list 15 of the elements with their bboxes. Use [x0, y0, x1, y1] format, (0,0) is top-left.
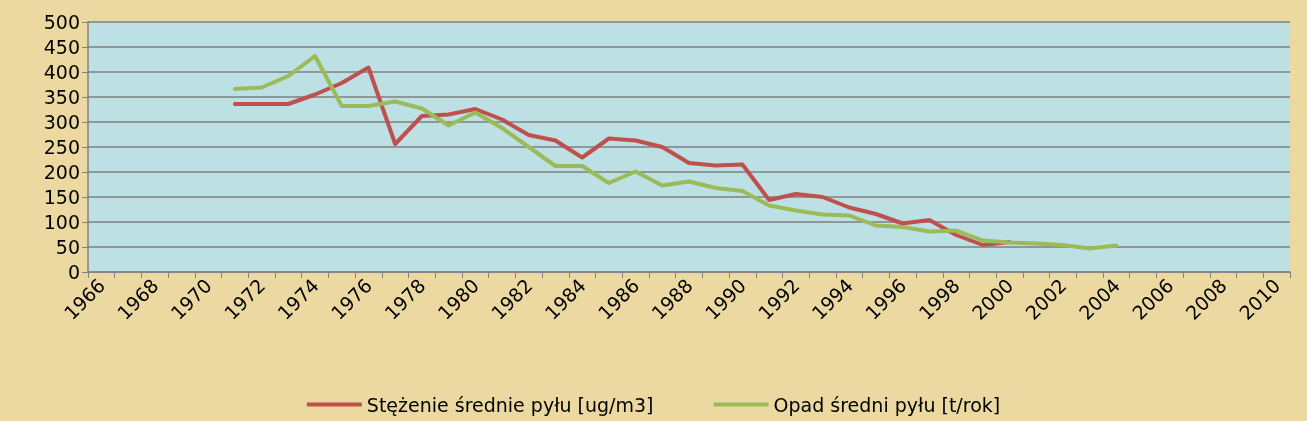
y-tick-label: 250 — [43, 136, 80, 158]
line-series — [232, 65, 1012, 247]
y-tick-label: 300 — [43, 111, 80, 133]
y-tick-label: 500 — [43, 11, 80, 33]
y-tick-label: 450 — [43, 36, 80, 58]
y-tick-label: 400 — [43, 61, 80, 83]
y-tick-label: 0 — [67, 261, 80, 283]
y-tick-label: 350 — [43, 86, 80, 108]
y-tick-label: 150 — [43, 186, 80, 208]
line-series — [232, 54, 1119, 251]
legend-label: Opad średni pyłu [t/rok] — [773, 393, 1001, 416]
y-tick-label: 50 — [55, 236, 80, 258]
y-tick-label: 100 — [43, 211, 80, 233]
legend-label: Stężenie średnie pyłu [ug/m3] — [366, 393, 654, 416]
y-tick-label: 200 — [43, 161, 80, 183]
